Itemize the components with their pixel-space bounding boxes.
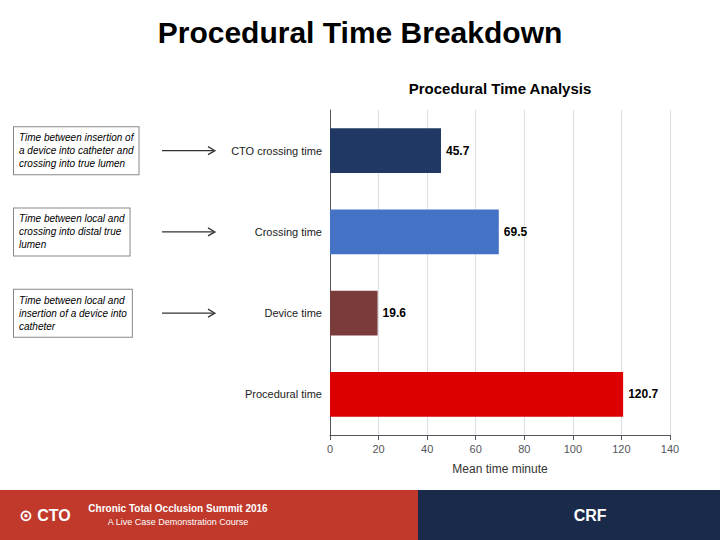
svg-text:CTO crossing time: CTO crossing time xyxy=(231,145,322,157)
svg-text:A Live Case Demonstration Cour: A Live Case Demonstration Course xyxy=(108,517,249,527)
svg-text:crossing into distal true: crossing into distal true xyxy=(19,226,122,237)
svg-text:catheter: catheter xyxy=(19,321,56,332)
svg-text:69.5: 69.5 xyxy=(504,225,528,239)
svg-text:120: 120 xyxy=(612,443,630,455)
svg-text:19.6: 19.6 xyxy=(383,306,407,320)
svg-text:140: 140 xyxy=(661,443,679,455)
svg-text:⊙ CTO: ⊙ CTO xyxy=(19,507,70,524)
svg-text:120.7: 120.7 xyxy=(628,387,658,401)
svg-text:0: 0 xyxy=(327,443,333,455)
svg-text:100: 100 xyxy=(564,443,582,455)
svg-text:Time between insertion of: Time between insertion of xyxy=(19,132,135,143)
svg-text:Time between local and: Time between local and xyxy=(19,295,125,306)
svg-text:crossing into true lumen: crossing into true lumen xyxy=(19,158,126,169)
svg-text:Time between local and: Time between local and xyxy=(19,213,125,224)
svg-text:60: 60 xyxy=(470,443,482,455)
svg-text:insertion of a device into: insertion of a device into xyxy=(19,308,127,319)
svg-text:Crossing time: Crossing time xyxy=(255,226,322,238)
svg-text:Procedural Time Breakdown: Procedural Time Breakdown xyxy=(158,16,563,49)
svg-text:45.7: 45.7 xyxy=(446,144,470,158)
svg-text:Procedural time: Procedural time xyxy=(245,388,322,400)
svg-text:lumen: lumen xyxy=(19,239,47,250)
svg-text:Chronic Total Occlusion Summit: Chronic Total Occlusion Summit 2016 xyxy=(88,503,268,514)
svg-text:a device into catheter and: a device into catheter and xyxy=(19,145,134,156)
svg-text:40: 40 xyxy=(421,443,433,455)
svg-text:Device time: Device time xyxy=(265,307,322,319)
svg-text:20: 20 xyxy=(372,443,384,455)
svg-text:Mean time minute: Mean time minute xyxy=(452,462,548,476)
svg-text:Procedural Time Analysis: Procedural Time Analysis xyxy=(409,80,592,97)
svg-text:80: 80 xyxy=(518,443,530,455)
svg-text:CRF: CRF xyxy=(574,507,607,524)
